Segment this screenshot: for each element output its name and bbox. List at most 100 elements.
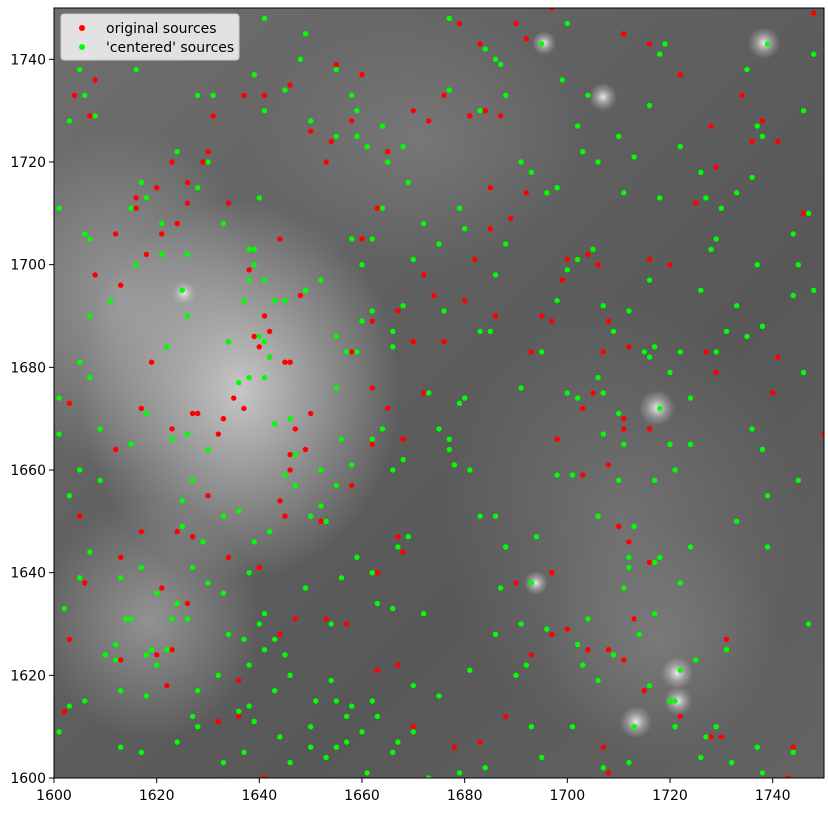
- original-source-point: [308, 128, 314, 134]
- centered-source-point: [282, 87, 288, 93]
- centered-source-point: [651, 559, 658, 566]
- centered-source-point: [503, 241, 509, 247]
- original-source-point: [71, 92, 78, 99]
- centered-source-point: [369, 236, 375, 242]
- centered-source-point: [811, 287, 817, 293]
- centered-source-point: [734, 190, 740, 196]
- centered-source-point: [395, 739, 401, 745]
- centered-source-point: [118, 575, 124, 581]
- plot-frame: [53, 7, 825, 779]
- centered-source-point: [318, 467, 324, 473]
- x-tick-label: 1700: [550, 788, 586, 804]
- original-source-point: [205, 493, 211, 499]
- original-source-point: [708, 123, 714, 129]
- original-source-point: [595, 262, 601, 268]
- centered-source-point: [333, 744, 339, 750]
- centered-source-point: [539, 349, 545, 355]
- original-source-point: [759, 118, 766, 124]
- original-source-point: [549, 8, 555, 11]
- centered-source-point: [369, 698, 375, 704]
- original-source-point: [205, 149, 211, 155]
- original-source-point: [112, 446, 119, 453]
- centered-source-point: [811, 51, 817, 57]
- original-source-point: [667, 262, 673, 268]
- original-source-point: [246, 267, 252, 273]
- centered-source-point: [585, 616, 591, 622]
- original-source-point: [800, 210, 807, 216]
- original-source-point: [677, 72, 683, 78]
- original-source-point: [426, 118, 432, 124]
- centered-source-point: [128, 616, 134, 622]
- centered-source-point: [759, 323, 766, 329]
- original-source-point: [241, 92, 247, 99]
- original-source-point: [92, 77, 98, 83]
- centered-source-point: [564, 267, 570, 273]
- centered-source-point: [621, 585, 627, 591]
- y-tick-label: 1600: [10, 771, 46, 787]
- centered-source-point: [282, 472, 288, 478]
- original-source-point: [775, 354, 781, 360]
- centered-source-point: [236, 708, 242, 714]
- original-source-point: [590, 390, 596, 396]
- centered-source-point: [631, 523, 637, 530]
- original-source-point: [323, 159, 329, 165]
- centered-source-point: [308, 118, 314, 124]
- original-source-point: [600, 349, 606, 355]
- centered-source-point: [287, 759, 293, 766]
- centered-source-point: [641, 349, 647, 355]
- original-source-point: [713, 164, 719, 170]
- original-source-point: [564, 626, 570, 632]
- centered-source-point: [687, 441, 694, 447]
- y-tick-label: 1700: [10, 258, 46, 274]
- centered-source-point: [82, 231, 88, 237]
- original-source-point: [513, 580, 519, 586]
- centered-source-point: [200, 539, 206, 545]
- centered-source-point: [118, 744, 124, 750]
- centered-source-point: [492, 272, 499, 278]
- centered-source-point: [446, 446, 452, 453]
- original-source-point: [395, 534, 401, 540]
- centered-source-point: [734, 518, 740, 524]
- centered-source-point: [569, 724, 576, 730]
- centered-source-point: [210, 92, 216, 99]
- centered-source-point: [718, 205, 724, 211]
- centered-source-point: [626, 759, 632, 766]
- y-tick-label: 1740: [10, 52, 46, 68]
- centered-source-point: [400, 143, 406, 150]
- centered-source-point: [128, 205, 134, 211]
- y-tick-label: 1680: [10, 360, 46, 376]
- centered-source-point: [400, 457, 406, 463]
- centered-source-point: [66, 118, 73, 124]
- centered-source-point: [698, 169, 704, 175]
- centered-source-point: [528, 580, 535, 586]
- x-tick-label: 1740: [755, 788, 791, 804]
- centered-source-point: [374, 713, 381, 720]
- original-source-point: [723, 636, 730, 643]
- centered-source-point: [405, 179, 411, 186]
- original-source-point: [287, 359, 293, 365]
- centered-source-point: [333, 333, 339, 340]
- centered-source-point: [795, 477, 801, 483]
- original-source-point: [580, 405, 586, 412]
- original-source-point: [605, 647, 612, 653]
- centered-source-point: [533, 534, 540, 540]
- centered-source-point: [77, 467, 83, 473]
- centered-source-point: [236, 508, 242, 514]
- centered-source-point: [518, 159, 524, 165]
- centered-source-point: [420, 220, 427, 227]
- original-source-point: [184, 600, 191, 607]
- centered-source-point: [677, 349, 683, 355]
- original-source-point: [169, 426, 175, 432]
- centered-source-point: [333, 385, 339, 391]
- centered-source-point: [631, 724, 637, 730]
- centered-source-point: [651, 477, 658, 483]
- centered-source-point: [646, 682, 653, 689]
- centered-source-point: [343, 349, 350, 355]
- centered-source-point: [112, 641, 119, 648]
- original-source-point: [482, 108, 488, 114]
- centered-source-point: [426, 390, 432, 396]
- centered-source-point: [759, 133, 766, 139]
- original-source-point: [77, 513, 83, 519]
- centered-source-point: [241, 749, 247, 755]
- original-source-point: [112, 231, 119, 237]
